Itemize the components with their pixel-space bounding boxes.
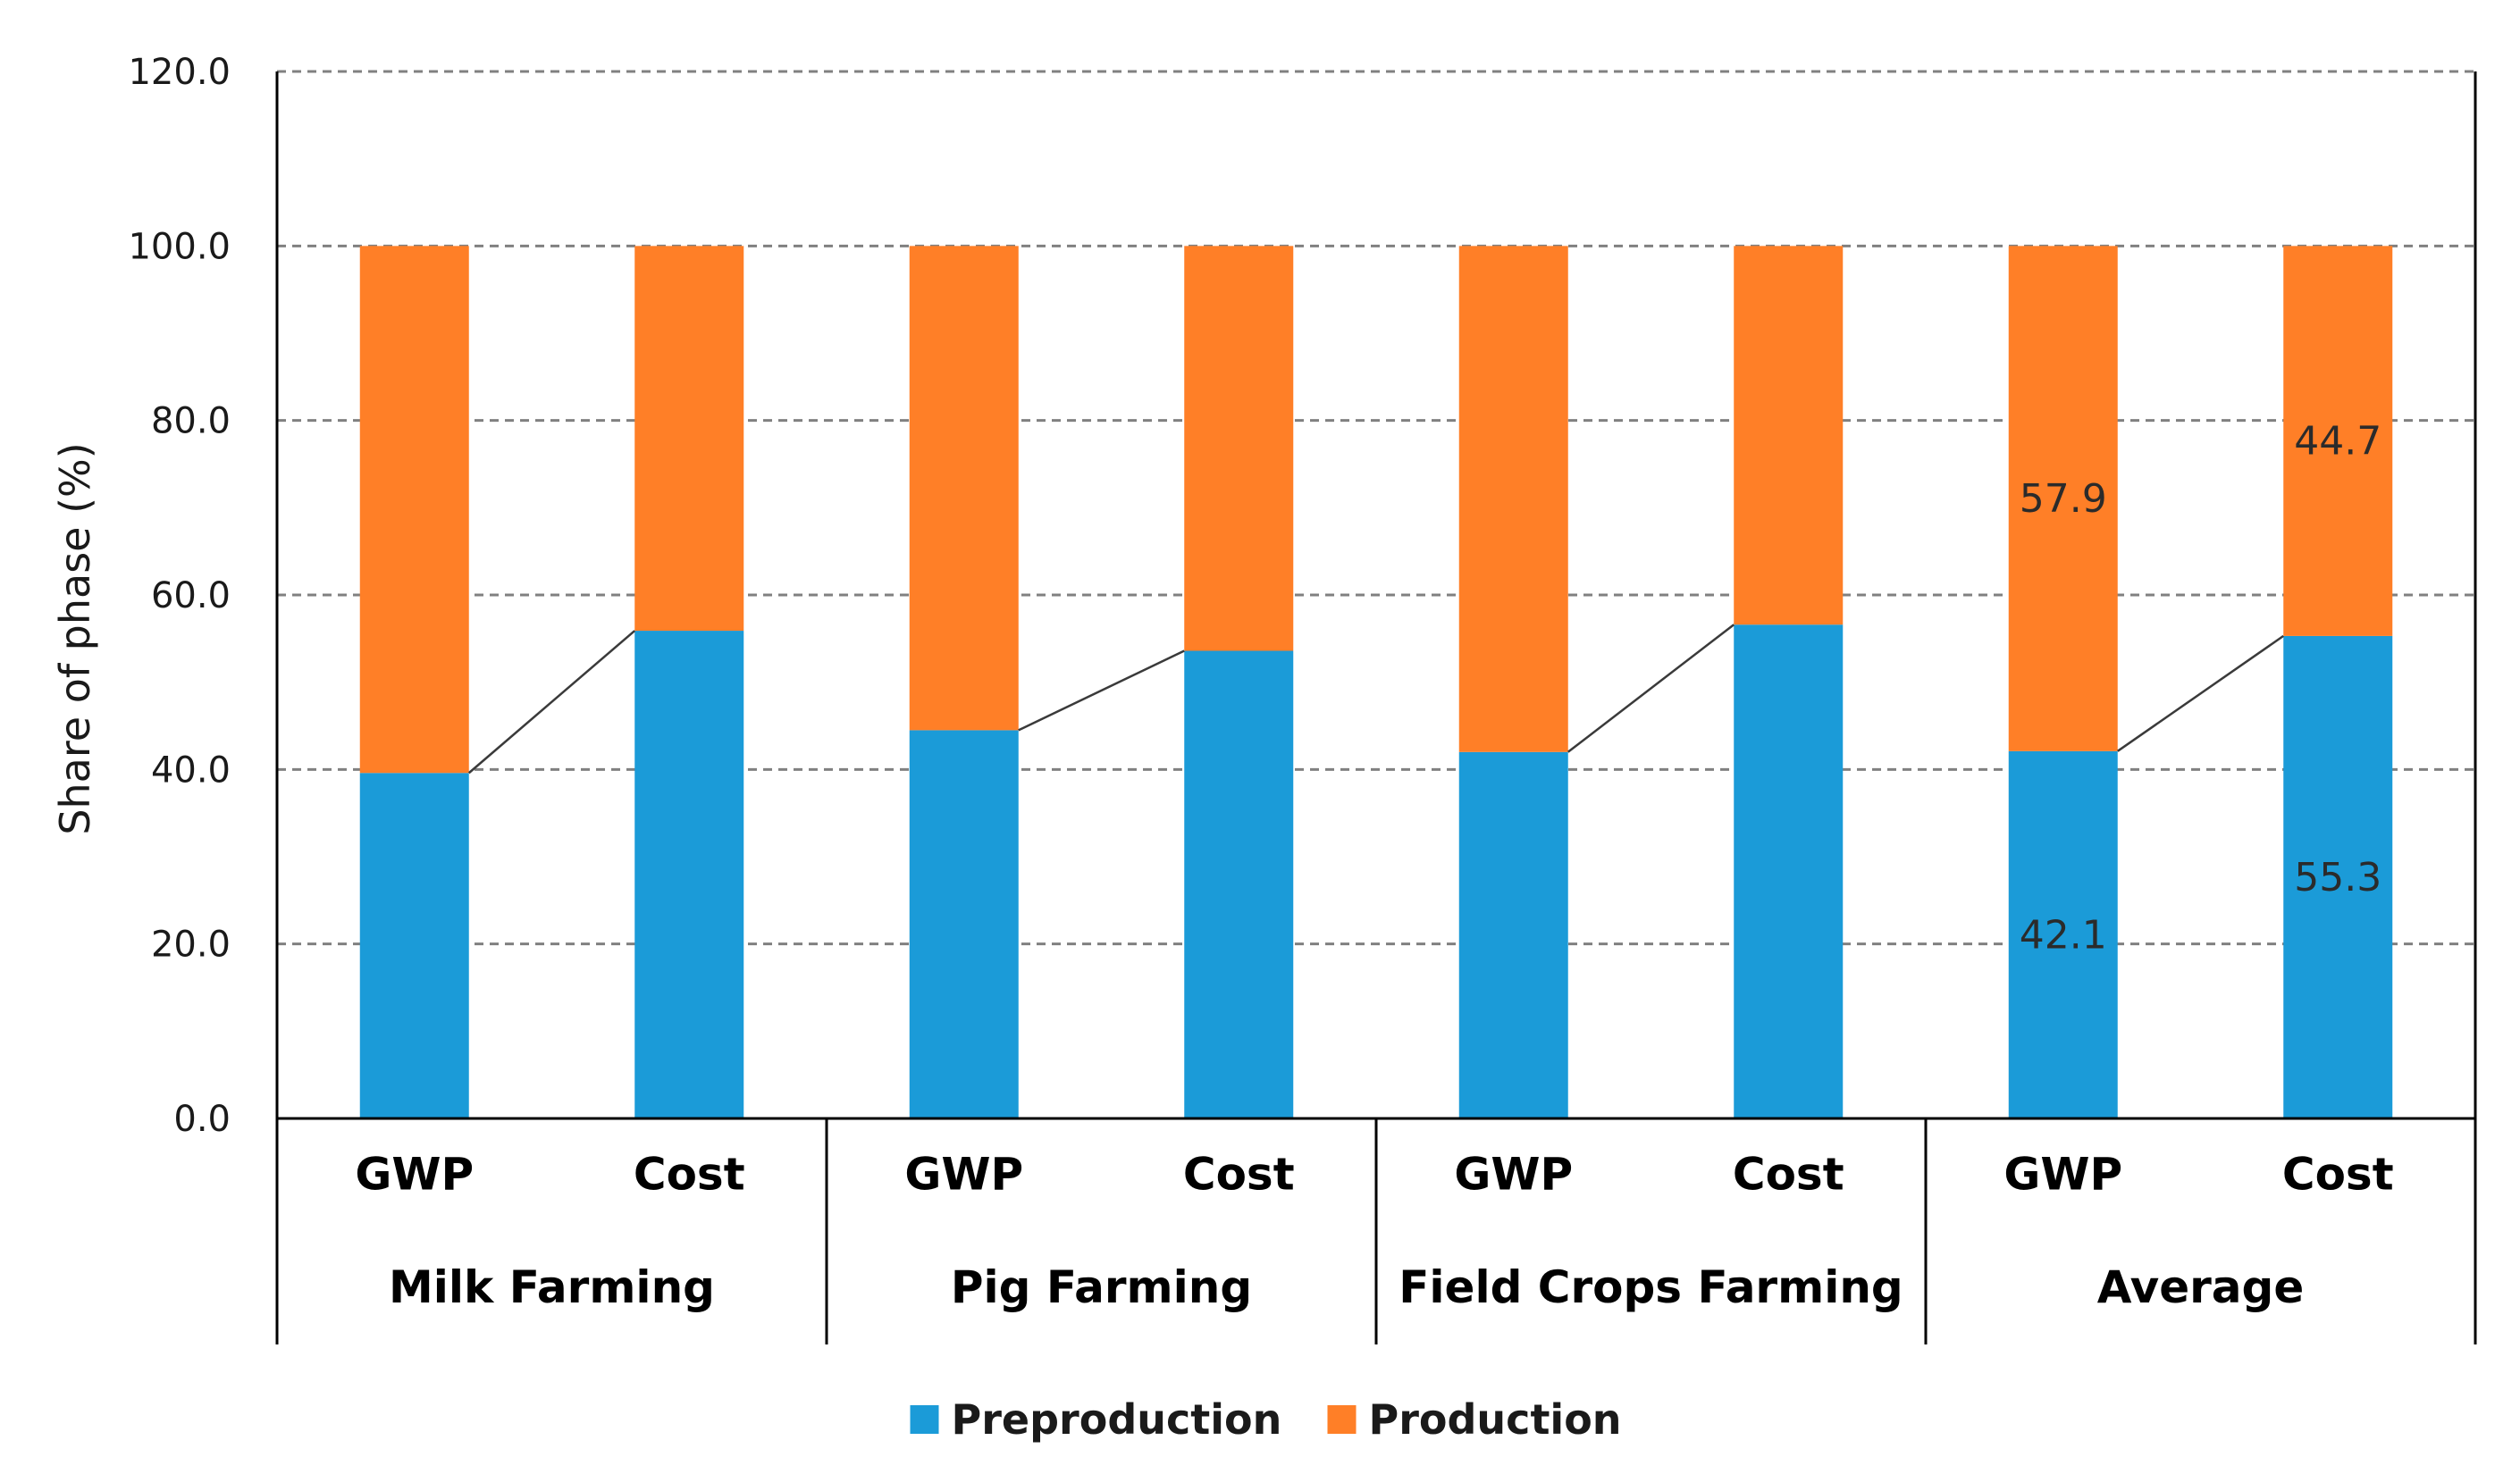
- category-label: GWP: [355, 1149, 474, 1201]
- category-label: Cost: [2282, 1149, 2394, 1201]
- bar-segment-preproduction: [909, 730, 1019, 1118]
- group-label: Pig Farming: [951, 1261, 1252, 1313]
- bar-segment-production: [1184, 246, 1294, 651]
- y-tick-label: 120.0: [128, 52, 231, 93]
- bar-segment-production: [1734, 246, 1844, 625]
- y-tick-label: 100.0: [128, 226, 231, 267]
- legend-label-production: Production: [1369, 1395, 1622, 1444]
- y-tick-label: 0.0: [173, 1099, 231, 1140]
- legend: Preproduction Production: [910, 1395, 1622, 1444]
- data-label: 44.7: [2294, 419, 2381, 465]
- data-labels: 57.9 44.7 42.1 55.3: [2020, 419, 2381, 959]
- bar-segment-production: [2283, 246, 2393, 636]
- group-label: Average: [2097, 1261, 2305, 1313]
- bar-segment-preproduction: [1184, 650, 1294, 1118]
- bar-segment-preproduction: [359, 773, 469, 1118]
- bar-segment-preproduction: [1458, 751, 1568, 1118]
- group-label: Milk Farming: [389, 1261, 715, 1313]
- bar-segment-preproduction: [2008, 750, 2118, 1118]
- bar-segment-preproduction: [1734, 624, 1844, 1118]
- bar-segment-production: [1458, 246, 1568, 752]
- bar-segment-production: [359, 246, 469, 774]
- x-axis-labels: GWP Cost GWP Cost GWP Cost GWP Cost Milk Farming…: [355, 1149, 2393, 1314]
- category-label: Cost: [634, 1149, 745, 1201]
- y-axis-title: Share of phase (%): [51, 442, 99, 834]
- bar-segment-preproduction: [634, 631, 744, 1118]
- connector-line: [2117, 634, 2284, 752]
- bar-segment-production: [909, 246, 1019, 731]
- bar-segment-production: [2008, 246, 2118, 751]
- connector-line: [467, 630, 636, 775]
- y-tick-label: 40.0: [151, 750, 231, 791]
- group-label: Field Crops Farming: [1399, 1261, 1903, 1313]
- connector-line: [1018, 649, 1185, 732]
- bars: [359, 246, 2393, 1118]
- data-label: 57.9: [2020, 476, 2107, 522]
- bar-segment-preproduction: [2283, 635, 2393, 1118]
- y-tick-label: 60.0: [151, 575, 231, 616]
- data-label: 55.3: [2294, 855, 2381, 900]
- category-label: GWP: [1454, 1149, 1573, 1201]
- legend-swatch-production: [1327, 1405, 1357, 1434]
- category-label: GWP: [2003, 1149, 2122, 1201]
- connector-line: [1567, 624, 1735, 753]
- legend-label-preproduction: Preproduction: [952, 1395, 1282, 1444]
- y-tick-label: 20.0: [151, 925, 231, 966]
- legend-swatch-preproduction: [910, 1405, 939, 1434]
- data-label: 42.1: [2020, 912, 2107, 958]
- category-label: Cost: [1733, 1149, 1844, 1201]
- category-label: Cost: [1183, 1149, 1295, 1201]
- connector-lines: [467, 624, 2284, 775]
- gridlines: [277, 70, 2475, 946]
- plot-frame: [275, 71, 2477, 1344]
- y-axis-ticks: 0.0 20.0 40.0 60.0 80.0 100.0 120.0: [128, 52, 231, 1140]
- bar-segment-production: [634, 246, 744, 632]
- category-label: GWP: [904, 1149, 1023, 1201]
- y-tick-label: 80.0: [151, 401, 231, 442]
